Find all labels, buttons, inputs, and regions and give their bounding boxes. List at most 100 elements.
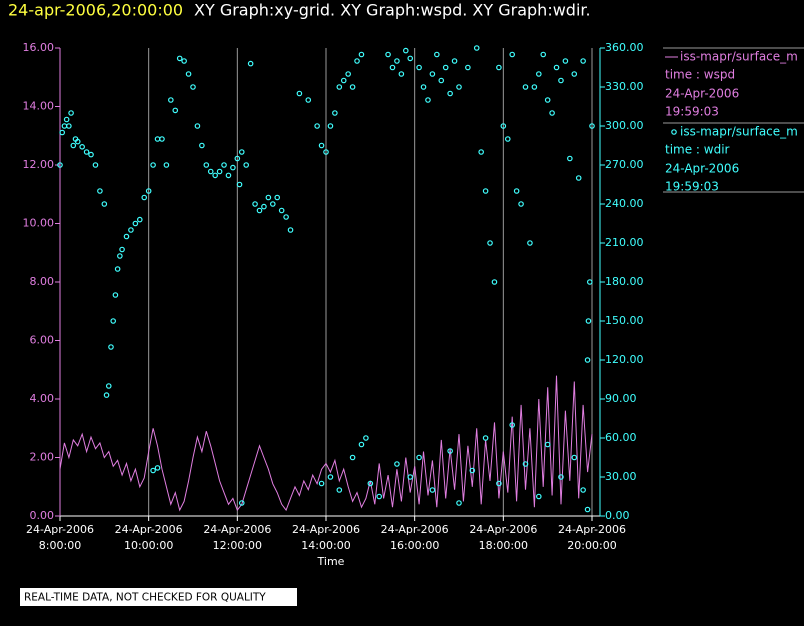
wdir-point: [256, 207, 263, 214]
wdir-point: [305, 97, 312, 103]
wdir-point: [181, 58, 187, 64]
wdir-point: [265, 194, 272, 201]
wdir-point: [398, 71, 405, 77]
legend-variable: time : wspd: [665, 68, 735, 82]
wdir-point: [283, 214, 289, 220]
wdir-point: [496, 64, 502, 71]
wdir-point: [584, 357, 591, 363]
wdir-point: [278, 207, 285, 214]
wdir-point: [473, 45, 480, 51]
x-tick-label: 8:00:00: [39, 539, 81, 552]
wdir-point: [225, 172, 232, 179]
wdir-point: [345, 71, 351, 77]
wdir-point: [61, 123, 68, 129]
wdir-point: [558, 474, 564, 480]
wdir-point: [150, 162, 156, 168]
y-tick-label: 4.00: [30, 392, 55, 405]
footer-box: [20, 588, 297, 606]
wdir-point: [70, 142, 77, 149]
y2-tick-label: 60.00: [605, 431, 637, 444]
wdir-point: [63, 116, 70, 123]
wdir-point: [429, 71, 436, 77]
wdir-point: [199, 142, 205, 149]
wdir-point: [589, 123, 595, 129]
wdir-point: [482, 435, 489, 441]
y2-tick-label: 300.00: [605, 119, 644, 132]
wdir-point: [420, 84, 427, 90]
wdir-point: [518, 201, 524, 207]
y-tick-label: 12.00: [23, 158, 55, 171]
wdir-point: [137, 216, 143, 223]
wdir-point: [216, 168, 223, 175]
x-tick-label: 10:00:00: [124, 539, 173, 552]
wdir-point: [314, 123, 320, 129]
x-axis-label: Time: [317, 555, 345, 568]
y2-tick-label: 120.00: [605, 353, 644, 366]
wdir-point: [496, 480, 502, 487]
wdir-point: [57, 162, 63, 168]
wdir-point: [451, 58, 458, 64]
wdir-point: [385, 51, 391, 58]
wdir-point: [429, 487, 436, 493]
title-time: 24-apr-2006,20:00:00: [8, 1, 183, 20]
wdir-point: [358, 441, 365, 448]
wdir-point: [367, 480, 374, 487]
wdir-point: [447, 90, 453, 97]
wdir-point: [68, 110, 74, 116]
wdir-point: [154, 465, 161, 471]
wdir-point: [363, 435, 369, 441]
wdir-point: [553, 64, 560, 71]
wdir-point: [544, 441, 551, 448]
x-tick-date: 24-Apr-2006: [558, 523, 626, 536]
y-tick-label: 2.00: [30, 451, 55, 464]
legend-time: 19:59:03: [665, 105, 719, 119]
wdir-point: [185, 71, 192, 77]
wdir-point: [500, 123, 507, 129]
wdir-point: [234, 155, 241, 162]
wdir-point: [103, 392, 110, 398]
wdir-point: [340, 77, 347, 84]
wdir-point: [108, 344, 114, 350]
wdir-point: [349, 84, 356, 90]
y-tick-label: 14.00: [23, 100, 55, 113]
wdir-point: [469, 467, 476, 474]
wdir-point: [558, 77, 564, 84]
y2-tick-label: 270.00: [605, 158, 644, 171]
wdir-point: [336, 84, 343, 90]
wdir-point: [487, 240, 493, 246]
wdir-point: [261, 203, 267, 210]
wdir-point: [159, 136, 165, 142]
wdir-point: [150, 467, 156, 474]
wdir-point: [318, 142, 325, 149]
x-tick-label: 20:00:00: [567, 539, 616, 552]
legend-date: 24-Apr-2006: [665, 162, 739, 176]
y2-tick-label: 180.00: [605, 275, 644, 288]
wdir-point: [101, 201, 108, 207]
wdir-point: [522, 84, 529, 90]
wdir-point: [119, 246, 125, 253]
legend-time: 19:59:03: [665, 180, 719, 194]
wdir-point: [416, 454, 422, 461]
wdir-point: [407, 474, 414, 480]
wdir-point: [59, 129, 66, 136]
wdir-point: [456, 500, 462, 506]
wdir-point: [527, 240, 533, 246]
wdir-point: [110, 318, 117, 324]
wdir-point: [105, 383, 112, 389]
x-tick-label: 16:00:00: [390, 539, 439, 552]
wdir-point: [252, 201, 258, 207]
wdir-point: [571, 454, 578, 461]
x-tick-label: 18:00:00: [479, 539, 528, 552]
wdir-point: [376, 493, 383, 500]
wdir-point: [584, 506, 591, 513]
wdir-point: [562, 58, 569, 64]
wdir-point: [438, 77, 445, 84]
wdir-point: [434, 51, 440, 58]
wdir-point: [540, 51, 547, 58]
wdir-point: [238, 500, 245, 506]
wdir-point: [92, 162, 99, 168]
wdir-point: [203, 162, 210, 168]
x-tick-date: 24-Apr-2006: [26, 523, 94, 536]
wdir-point: [190, 84, 196, 90]
